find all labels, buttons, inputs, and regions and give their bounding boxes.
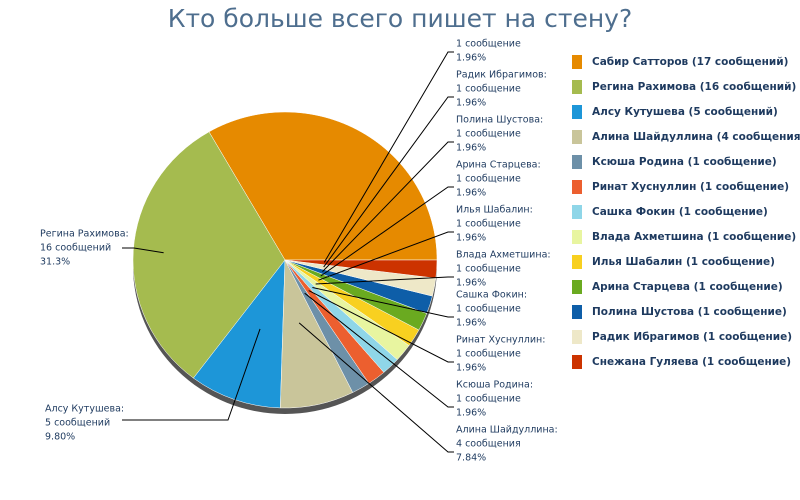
callout-percent: 7.84% — [456, 453, 486, 464]
callout-count: 1 сообщение — [456, 84, 521, 95]
callout-percent: 1.96% — [456, 143, 486, 154]
callout-name: Арина Старцева: — [456, 160, 541, 171]
callout-name: Алсу Кутушева: — [45, 404, 124, 415]
leaders — [122, 51, 454, 453]
leader-line — [320, 186, 454, 277]
legend-label: Ксюша Родина (1 сообщение) — [592, 156, 777, 168]
legend-swatch — [572, 80, 582, 94]
legend-label: Сашка Фокин (1 сообщение) — [592, 206, 768, 218]
legend-label: Ринат Хуснуллин (1 сообщение) — [592, 181, 789, 193]
callout-count: 1 сообщение — [456, 219, 521, 230]
callout-name: Полина Шустова: — [456, 115, 543, 126]
callout-name: Ринат Хуснуллин: — [456, 335, 545, 346]
legend-label: Сабир Сатторов (17 сообщений) — [592, 56, 788, 68]
callout-name: Регина Рахимова: — [40, 229, 129, 240]
callout-name: Сашка Фокин: — [456, 290, 527, 301]
legend-swatch — [572, 330, 582, 344]
legend-label: Полина Шустова (1 сообщение) — [592, 306, 787, 318]
legend-swatch — [572, 130, 582, 144]
legend-label: Снежана Гуляева (1 сообщение) — [592, 356, 791, 368]
legend-swatch — [572, 305, 582, 319]
pie-slice — [193, 259, 286, 409]
leader-line — [298, 322, 454, 453]
pie-slice — [208, 111, 438, 261]
pie-slice — [284, 259, 438, 279]
legend-label: Влада Ахметшина (1 сообщение) — [592, 231, 796, 243]
callout-percent: 1.96% — [456, 408, 486, 419]
callout-name: Алина Шайдуллина: — [456, 425, 558, 436]
pie — [132, 111, 438, 414]
legend-swatch — [572, 230, 582, 244]
callout-count: 4 сообщения — [456, 439, 521, 450]
pie-slice — [132, 131, 286, 379]
callout-percent: 1.96% — [456, 98, 486, 109]
legend-label: Регина Рахимова (16 сообщений) — [592, 81, 796, 93]
callout-percent: 1.96% — [456, 278, 486, 289]
callout-name: Влада Ахметшина: — [456, 250, 551, 261]
leader-line — [304, 292, 454, 408]
legend-swatch — [572, 155, 582, 169]
legend-swatch — [572, 280, 582, 294]
callout-count: 1 сообщение — [456, 349, 521, 360]
callout-percent: 1.96% — [456, 318, 486, 329]
callout-count: 16 сообщений — [40, 243, 111, 254]
leader-line — [318, 231, 454, 281]
legend-label: Алсу Кутушева (5 сообщений) — [592, 106, 778, 118]
callout-name: Радик Ибрагимов: — [456, 70, 547, 81]
leader-line — [122, 247, 164, 254]
callout-name: Ксюша Родина: — [456, 380, 533, 391]
legend-label: Радик Ибрагимов (1 сообщение) — [592, 331, 792, 343]
callouts: Регина Рахимова: 16 сообщений 31.3% Алсу Ку… — [40, 39, 558, 464]
callout-count: 1 сообщение — [456, 174, 521, 185]
callout-percent: 1.96% — [456, 363, 486, 374]
legend-swatch — [572, 355, 582, 369]
leader-line — [122, 328, 261, 421]
leader-line — [308, 290, 454, 363]
legend-swatch — [572, 55, 582, 69]
leader-line — [315, 276, 454, 285]
leader-line — [322, 141, 454, 272]
callout-name: Илья Шабалин: — [456, 205, 533, 216]
callout-count: 1 сообщение — [456, 264, 521, 275]
legend-swatch — [572, 255, 582, 269]
leader-line — [312, 287, 454, 318]
callout-percent: 1.96% — [456, 53, 486, 64]
legend-label: Алина Шайдуллина (4 сообщения) — [592, 131, 800, 143]
legend-swatch — [572, 105, 582, 119]
legend-label: Арина Старцева (1 сообщение) — [592, 281, 783, 293]
legend-swatch — [572, 205, 582, 219]
callout-count: 1 сообщение — [456, 304, 521, 315]
callout-percent: 1.96% — [456, 233, 486, 244]
callout-count: 1 сообщение — [456, 394, 521, 405]
leader-line — [323, 96, 454, 268]
legend-swatch — [572, 180, 582, 194]
callout-percent: 9.80% — [45, 432, 75, 443]
callout-percent: 31.3% — [40, 257, 70, 268]
callout-count: 5 сообщений — [45, 418, 110, 429]
leader-line — [323, 51, 454, 263]
legend: Сабир Сатторов (17 сообщений) Регина Рахи… — [572, 55, 800, 369]
callout-count: 1 сообщение — [456, 129, 521, 140]
chart-title: Кто больше всего пишет на стену? — [168, 4, 633, 33]
callout-percent: 1.96% — [456, 188, 486, 199]
legend-label: Илья Шабалин (1 сообщение) — [592, 256, 775, 268]
callout-count: 1 сообщение — [456, 39, 521, 50]
